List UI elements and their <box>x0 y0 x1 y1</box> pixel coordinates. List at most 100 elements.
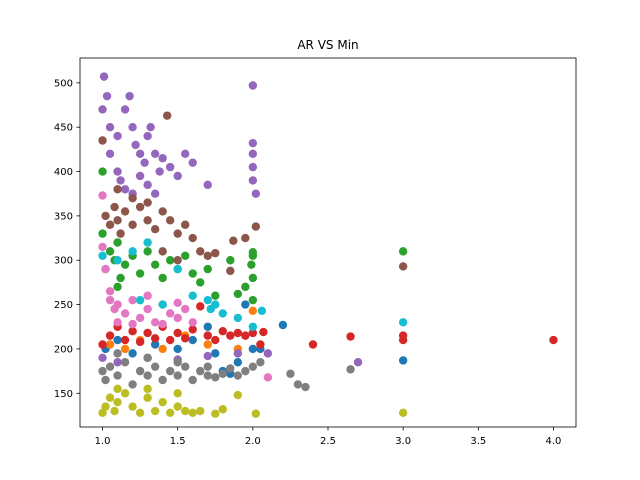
data-point <box>135 366 145 376</box>
data-point <box>135 295 145 305</box>
data-point <box>105 220 115 229</box>
data-point <box>128 319 137 329</box>
data-point <box>181 334 190 343</box>
data-point <box>173 264 182 274</box>
data-point <box>120 389 130 398</box>
data-point <box>181 149 190 158</box>
data-point <box>165 216 175 225</box>
data-point <box>120 105 130 114</box>
data-point <box>140 158 149 167</box>
data-point <box>188 375 197 385</box>
data-point <box>128 295 137 305</box>
data-point <box>248 138 258 148</box>
data-point <box>203 180 212 190</box>
data-point <box>158 154 167 163</box>
data-point <box>98 366 107 376</box>
data-point <box>233 349 243 358</box>
data-point <box>110 406 119 416</box>
data-point <box>181 220 190 229</box>
data-point <box>98 251 107 261</box>
data-point <box>113 238 122 247</box>
data-point <box>226 266 235 276</box>
data-point <box>131 140 140 150</box>
data-point <box>251 189 261 198</box>
data-point <box>143 131 152 141</box>
data-point <box>158 273 167 283</box>
data-point <box>143 216 152 225</box>
data-point <box>226 256 235 265</box>
data-point <box>135 313 145 323</box>
data-point <box>218 309 227 318</box>
data-point <box>98 340 107 349</box>
data-point <box>116 176 125 185</box>
data-point <box>259 327 268 337</box>
y-tick-label: 500 <box>54 78 73 89</box>
data-point <box>101 264 110 274</box>
x-tick-label: 4.0 <box>546 436 562 447</box>
x-tick-label: 1.0 <box>95 436 111 447</box>
data-point <box>248 322 258 331</box>
data-point <box>155 167 164 176</box>
data-point <box>165 366 175 376</box>
data-point <box>218 327 227 336</box>
data-point <box>188 408 197 418</box>
data-point <box>233 289 243 299</box>
data-point <box>203 351 212 361</box>
data-point <box>196 278 205 287</box>
x-tick-label: 2.5 <box>320 436 336 447</box>
data-point <box>150 318 160 327</box>
data-point <box>233 371 243 380</box>
data-point <box>188 325 197 334</box>
data-point <box>165 408 175 418</box>
data-point <box>203 251 212 261</box>
data-point <box>188 233 197 243</box>
data-point <box>143 238 152 247</box>
data-point <box>120 358 130 367</box>
data-point <box>105 340 115 349</box>
data-point <box>251 409 261 418</box>
data-point <box>120 207 130 216</box>
data-point <box>203 362 212 371</box>
data-point <box>203 295 212 305</box>
data-point <box>143 291 152 300</box>
data-point <box>113 371 122 380</box>
data-point <box>105 247 115 256</box>
data-point <box>143 384 152 394</box>
data-point <box>173 402 182 411</box>
y-tick-label: 300 <box>54 256 73 267</box>
data-point <box>211 409 220 418</box>
data-point <box>128 402 137 411</box>
data-point <box>218 369 227 378</box>
data-point <box>398 356 408 365</box>
data-points <box>98 72 558 418</box>
x-tick-label: 2.0 <box>245 436 261 447</box>
data-point <box>143 180 152 190</box>
data-point <box>135 269 145 278</box>
data-point <box>98 105 107 114</box>
data-point <box>226 364 235 373</box>
data-point <box>165 335 175 345</box>
data-point <box>248 176 258 185</box>
data-point <box>99 72 109 81</box>
data-point <box>188 158 197 167</box>
data-point <box>218 405 227 414</box>
data-point <box>150 334 160 343</box>
data-point <box>248 362 258 371</box>
data-point <box>98 229 107 238</box>
data-point <box>113 397 122 407</box>
data-point <box>128 220 137 229</box>
data-point <box>286 369 295 378</box>
data-point <box>211 291 220 300</box>
data-point <box>158 247 167 256</box>
data-point <box>98 191 107 200</box>
data-point <box>113 349 122 358</box>
data-point <box>173 229 182 238</box>
data-point <box>110 202 119 212</box>
data-point <box>105 362 115 371</box>
data-point <box>98 136 107 145</box>
data-point <box>120 344 130 354</box>
data-point <box>398 247 408 256</box>
data-point <box>211 300 220 309</box>
